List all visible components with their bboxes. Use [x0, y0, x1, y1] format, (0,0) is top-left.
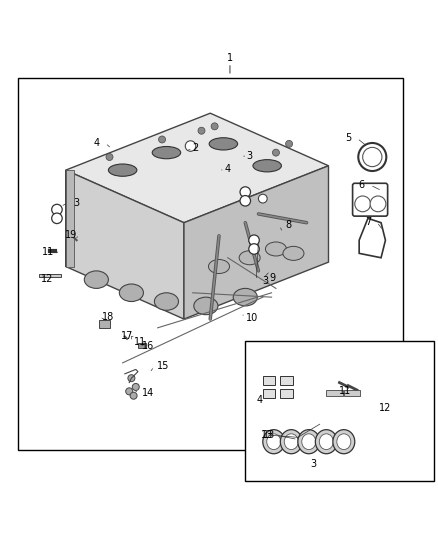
- Ellipse shape: [208, 260, 230, 273]
- Text: 1: 1: [227, 53, 233, 63]
- Bar: [245, 341, 434, 481]
- Text: 7: 7: [365, 217, 371, 227]
- Text: 11: 11: [339, 386, 351, 397]
- Ellipse shape: [84, 271, 109, 288]
- Text: 2: 2: [192, 143, 198, 154]
- Ellipse shape: [253, 159, 281, 172]
- Ellipse shape: [302, 434, 316, 449]
- Text: 13: 13: [261, 430, 273, 440]
- Circle shape: [126, 388, 133, 395]
- Text: 3: 3: [262, 276, 268, 286]
- Circle shape: [272, 149, 279, 156]
- Polygon shape: [66, 113, 328, 223]
- Circle shape: [358, 143, 386, 171]
- Bar: [280, 389, 293, 398]
- Ellipse shape: [263, 430, 285, 454]
- Text: 11: 11: [134, 337, 146, 347]
- Circle shape: [249, 244, 259, 254]
- Polygon shape: [66, 170, 184, 319]
- Ellipse shape: [119, 284, 143, 302]
- Bar: [263, 389, 275, 398]
- FancyBboxPatch shape: [353, 183, 388, 216]
- Ellipse shape: [315, 430, 337, 454]
- Bar: [138, 343, 146, 348]
- Text: 4: 4: [256, 395, 262, 405]
- Text: 8: 8: [285, 220, 291, 230]
- Circle shape: [258, 194, 267, 203]
- Text: 11: 11: [42, 247, 54, 257]
- Circle shape: [370, 196, 386, 212]
- Ellipse shape: [109, 164, 137, 176]
- Bar: [18, 78, 403, 450]
- Circle shape: [130, 392, 137, 399]
- Circle shape: [363, 147, 382, 167]
- Circle shape: [355, 196, 371, 212]
- Ellipse shape: [283, 246, 304, 260]
- Text: 5: 5: [345, 133, 351, 143]
- Text: 4: 4: [93, 138, 99, 148]
- Text: 4: 4: [225, 164, 231, 174]
- Bar: [280, 376, 293, 385]
- Text: 10: 10: [246, 313, 258, 323]
- Ellipse shape: [298, 430, 320, 454]
- Circle shape: [211, 123, 218, 130]
- Circle shape: [106, 154, 113, 160]
- Text: 12: 12: [379, 402, 392, 413]
- Text: 6: 6: [358, 180, 364, 190]
- Text: 18: 18: [102, 312, 114, 322]
- Circle shape: [185, 141, 196, 151]
- Text: 3: 3: [310, 459, 316, 470]
- Ellipse shape: [280, 430, 302, 454]
- Text: 15: 15: [157, 361, 169, 372]
- Ellipse shape: [267, 434, 281, 449]
- Circle shape: [52, 204, 62, 215]
- Polygon shape: [344, 390, 360, 395]
- Ellipse shape: [152, 147, 180, 159]
- Bar: [99, 320, 110, 328]
- Text: 16: 16: [142, 341, 154, 351]
- Text: 3: 3: [74, 198, 80, 208]
- Polygon shape: [184, 166, 328, 319]
- Ellipse shape: [265, 242, 286, 256]
- Polygon shape: [359, 219, 385, 258]
- Circle shape: [240, 187, 251, 197]
- Ellipse shape: [233, 288, 258, 306]
- Circle shape: [52, 213, 62, 223]
- Ellipse shape: [239, 251, 260, 265]
- Text: 3: 3: [247, 151, 253, 161]
- Polygon shape: [39, 273, 61, 278]
- Ellipse shape: [284, 434, 298, 449]
- Ellipse shape: [337, 434, 351, 449]
- Text: 13: 13: [263, 430, 275, 440]
- Text: 9: 9: [269, 273, 276, 283]
- Text: 14: 14: [142, 387, 154, 398]
- Ellipse shape: [154, 293, 178, 310]
- Circle shape: [286, 140, 293, 147]
- Circle shape: [128, 375, 135, 382]
- Circle shape: [240, 196, 251, 206]
- Ellipse shape: [333, 430, 355, 454]
- Circle shape: [132, 383, 139, 391]
- Text: 19: 19: [65, 230, 77, 240]
- Polygon shape: [66, 170, 74, 266]
- Bar: [263, 376, 275, 385]
- Polygon shape: [326, 390, 343, 395]
- Circle shape: [159, 136, 166, 143]
- Text: 12: 12: [41, 274, 53, 284]
- Ellipse shape: [319, 434, 333, 449]
- Ellipse shape: [194, 297, 218, 314]
- Circle shape: [198, 127, 205, 134]
- Ellipse shape: [209, 138, 237, 150]
- Text: 17: 17: [121, 330, 133, 341]
- Circle shape: [249, 235, 259, 246]
